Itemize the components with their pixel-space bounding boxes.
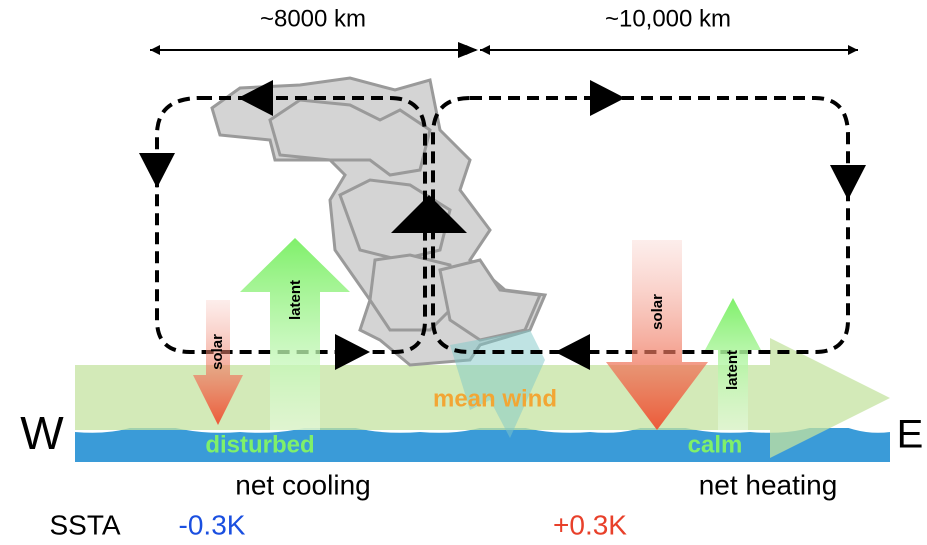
rain [450, 330, 545, 438]
ssta-value: -0.3K [179, 509, 246, 540]
latent-arrow [705, 298, 761, 430]
circulation [155, 96, 850, 354]
scale-label: ~10,000 km [605, 5, 731, 32]
sea-state-label: calm [688, 431, 743, 458]
direction-label: W [20, 407, 64, 459]
cloud [210, 76, 548, 367]
flux-label: latent [724, 350, 741, 390]
circulation-arrow [139, 80, 866, 370]
latent-arrow [240, 238, 350, 430]
flux-label: solar [209, 334, 226, 370]
scale-label: ~8000 km [260, 5, 366, 32]
net-flux-label: net cooling [235, 469, 370, 500]
net-flux-label: net heating [699, 469, 838, 500]
direction-label: E [897, 413, 924, 457]
solar-arrow [606, 240, 708, 430]
wind-label: mean wind [433, 385, 557, 412]
sea-state-label: disturbed [205, 431, 314, 458]
flux-label: latent [287, 280, 304, 320]
ssta-value: +0.3K [553, 509, 627, 540]
flux-label: solar [649, 294, 666, 330]
arrow-head [150, 45, 160, 55]
ssta-label: SSTA [49, 509, 120, 540]
ocean [75, 428, 890, 462]
solar-arrow [193, 300, 243, 425]
